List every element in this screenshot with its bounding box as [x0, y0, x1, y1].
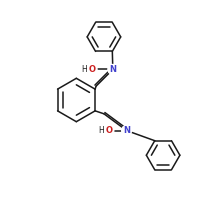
Text: N: N — [109, 65, 116, 74]
Text: O: O — [89, 65, 96, 74]
Circle shape — [122, 126, 132, 136]
Circle shape — [108, 64, 118, 74]
Text: H: H — [99, 126, 104, 135]
Text: N: N — [123, 126, 130, 135]
Text: H: H — [82, 65, 87, 74]
Circle shape — [87, 64, 97, 74]
Text: O: O — [105, 126, 112, 135]
Circle shape — [104, 126, 114, 136]
